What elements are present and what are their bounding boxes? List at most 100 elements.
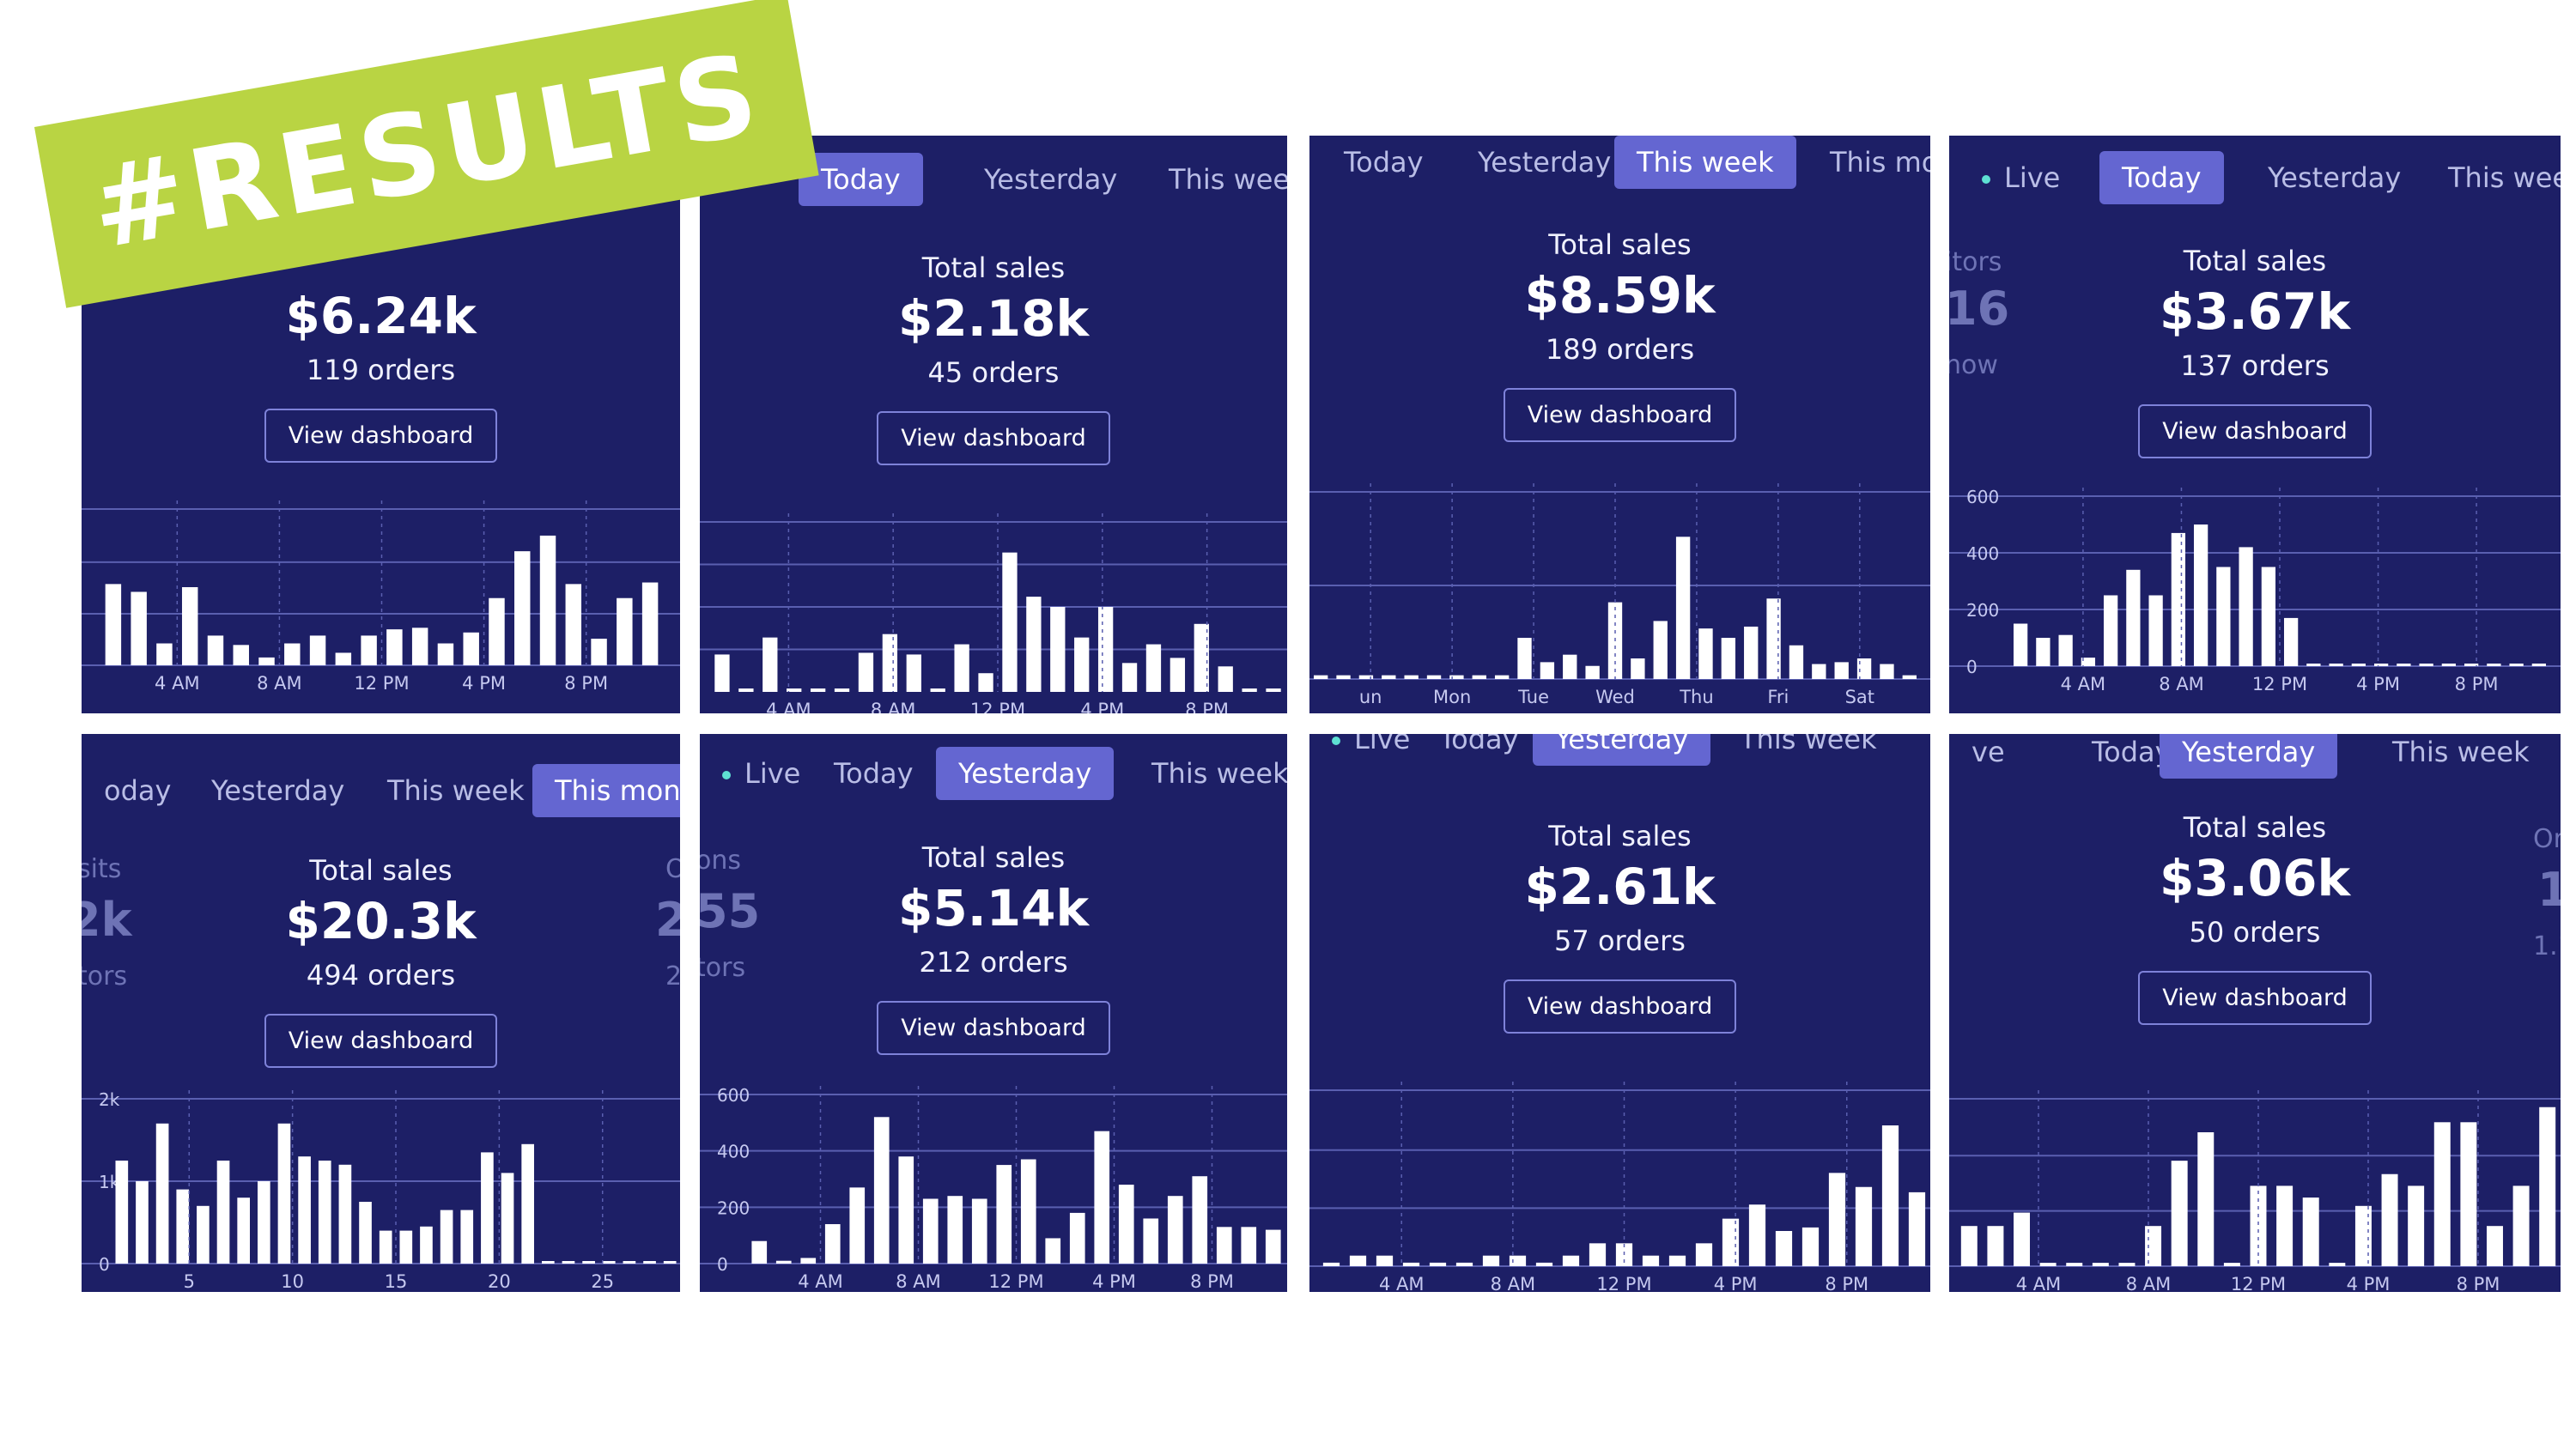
period-tab[interactable]: oday: [82, 764, 193, 817]
view-dashboard-button[interactable]: View dashboard: [264, 1014, 498, 1068]
period-tab[interactable]: Today: [1321, 136, 1446, 189]
adjacent-stat-fragment: sits: [82, 854, 122, 884]
orders-count: 57 orders: [1554, 925, 1686, 957]
period-tab[interactable]: This week: [1717, 734, 1899, 766]
chart-bar: [361, 635, 377, 665]
period-tab-label: Today: [821, 163, 901, 196]
period-tab[interactable]: Today: [811, 747, 936, 800]
chart-bar: [2354, 1205, 2372, 1266]
chart-bar: [762, 637, 778, 692]
chart-bar: [2250, 1185, 2267, 1266]
chart-bar: [1695, 1243, 1713, 1266]
sales-summary: Total sales $2.18k 45 orders View dashboard: [700, 252, 1287, 465]
chart-bar: [2171, 532, 2186, 666]
period-tab[interactable]: Today: [2069, 734, 2194, 779]
adjacent-stat-fragment: 1.1: [2533, 931, 2561, 961]
chart-bar: [386, 629, 403, 665]
period-tab[interactable]: This week: [2426, 151, 2561, 204]
period-tab[interactable]: This week: [1146, 153, 1287, 206]
total-sales-amount: $2.18k: [897, 289, 1090, 348]
sales-card: oday Yesterday This week This month sits 2k to…: [82, 734, 680, 1292]
chart-bar: [2126, 569, 2141, 666]
view-dashboard-button[interactable]: View dashboard: [1503, 388, 1737, 442]
x-tick-label: 4 PM: [1092, 1271, 1136, 1292]
view-dashboard-button[interactable]: View dashboard: [2138, 971, 2372, 1025]
chart-bar: [1540, 662, 1555, 679]
live-dot-icon: [1332, 737, 1340, 745]
chart-bar: [541, 1261, 555, 1264]
period-tab[interactable]: Today: [799, 153, 923, 206]
x-tick-label: Fri: [1767, 687, 1789, 707]
chart-bar: [131, 591, 147, 665]
period-tab[interactable]: This mon: [1807, 136, 1930, 189]
sales-chart: 4 AM 8 AM 12 PM 4 PM 8 PM: [82, 500, 680, 694]
chart-bar: [1426, 675, 1442, 679]
orders-count: 119 orders: [306, 354, 456, 386]
chart-bar: [258, 657, 275, 665]
chart-bar: [714, 654, 730, 692]
sales-card: Today Yesterday This week This mon Total sal…: [1309, 136, 1930, 713]
period-tab[interactable]: This week: [2370, 734, 2552, 779]
x-tick-label: 8 AM: [871, 700, 916, 713]
chart-bar: [335, 652, 352, 665]
period-tab[interactable]: Live: [700, 747, 823, 800]
x-tick-label: 4 PM: [2356, 674, 2400, 694]
period-tab-label: Today: [1439, 734, 1519, 755]
chart-bar: [582, 1261, 595, 1264]
chart-bar: [996, 1165, 1012, 1264]
y-tick-label: 400: [717, 1142, 750, 1162]
chart-bar: [155, 1123, 169, 1264]
period-tab[interactable]: Today: [2099, 151, 2224, 204]
chart-bar: [1358, 675, 1374, 679]
view-dashboard-button[interactable]: View dashboard: [264, 409, 498, 463]
y-tick-label: 2k: [99, 1089, 120, 1110]
view-dashboard-button[interactable]: View dashboard: [2138, 404, 2372, 458]
period-tab[interactable]: This week: [1129, 747, 1287, 800]
x-tick-label: 8 AM: [2126, 1274, 2172, 1292]
chart-bar: [738, 688, 754, 692]
period-tab-label: This week: [1740, 734, 1877, 755]
y-tick-label: 600: [1966, 487, 1999, 507]
chart-bar: [1143, 1218, 1159, 1264]
y-tick-label: 200: [1966, 600, 1999, 621]
period-tab[interactable]: Yesterday: [1533, 734, 1711, 766]
chart-bar: [1801, 1227, 1820, 1266]
period-tab[interactable]: Yesterday: [2245, 151, 2423, 204]
chart-bar: [1121, 663, 1138, 692]
period-tab[interactable]: Today: [1417, 734, 1541, 766]
x-tick-label: 10: [281, 1271, 304, 1292]
period-tab[interactable]: Live: [1309, 734, 1432, 766]
period-tab[interactable]: This week: [365, 764, 547, 817]
chart-bar: [1766, 598, 1781, 679]
chart-bar: [2193, 524, 2208, 666]
period-tab[interactable]: This month: [532, 764, 680, 817]
period-tab[interactable]: Yesterday: [962, 153, 1139, 206]
adjacent-stat-fragment: tors: [700, 953, 746, 983]
period-tab-label: Yesterday: [984, 163, 1118, 196]
x-tick-label: 12 PM: [2252, 674, 2307, 694]
period-tab[interactable]: This week: [1614, 136, 1796, 189]
x-tick-label: 8 PM: [2457, 1274, 2500, 1292]
chart-bar: [849, 1187, 866, 1264]
sales-card: Today Yesterday This week Total sales $2.18k…: [700, 136, 1287, 713]
chart-bar: [2329, 1263, 2346, 1266]
period-tab[interactable]: Yesterday: [936, 747, 1115, 800]
view-dashboard-button[interactable]: View dashboard: [1503, 979, 1737, 1034]
period-tab[interactable]: ve: [1949, 734, 2027, 779]
chart-bar: [1050, 607, 1066, 692]
period-tab[interactable]: Yesterday: [1455, 136, 1633, 189]
period-tab-label: This week: [387, 774, 525, 807]
period-tab[interactable]: Live: [1959, 151, 2082, 204]
period-tab[interactable]: Yesterday: [189, 764, 367, 817]
x-tick-label: 8 AM: [257, 673, 302, 694]
view-dashboard-button[interactable]: View dashboard: [877, 411, 1110, 465]
chart-bar: [1668, 1255, 1686, 1266]
chart-bar: [379, 1230, 392, 1264]
y-tick-label: 0: [1966, 657, 1978, 677]
x-tick-label: 4 AM: [155, 673, 200, 694]
total-sales-label: Total sales: [2183, 245, 2327, 277]
period-tab-label: This mon: [1830, 146, 1930, 179]
period-tab[interactable]: Yesterday: [2160, 734, 2338, 779]
view-dashboard-button[interactable]: View dashboard: [877, 1001, 1110, 1055]
chart-bar: [1482, 1255, 1500, 1266]
